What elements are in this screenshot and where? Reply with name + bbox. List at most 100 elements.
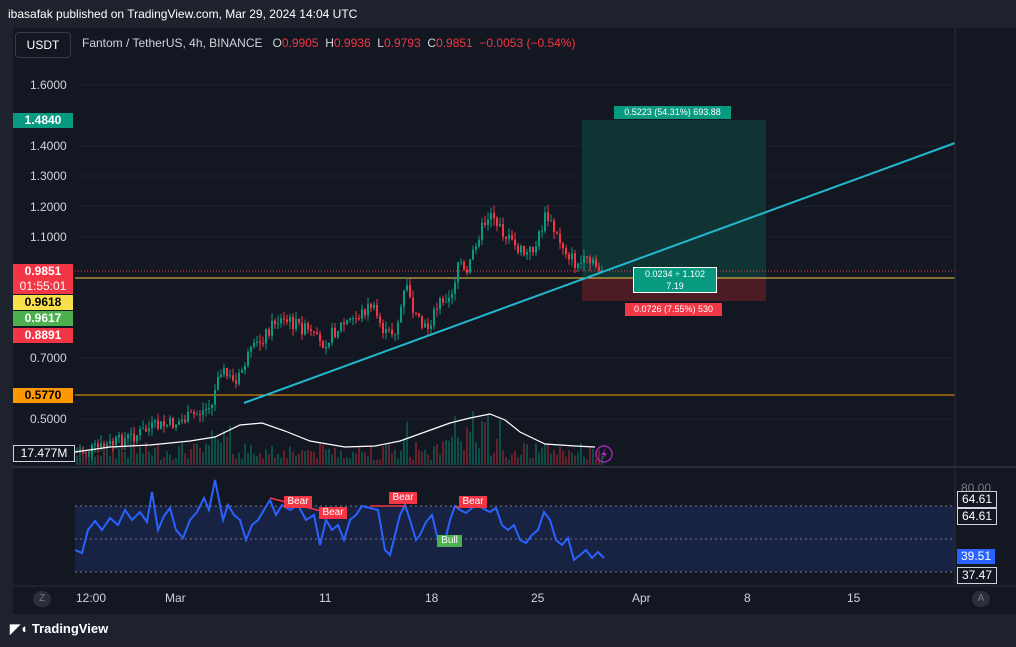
entry-label: 0.0234 ÷ 1.102 7.19 [633,267,717,293]
price-axis-label: 1.6000 [30,78,67,92]
volume-bar [181,443,183,465]
volume-bar [601,455,603,465]
candle-body [208,407,210,410]
volume-bar [478,448,480,465]
volume-bar [442,441,444,465]
time-axis-label: 25 [531,591,545,605]
candle-body [130,433,132,435]
loss-label: 0.0726 (7.55%) 530 [625,303,722,316]
volume-bar [556,454,558,465]
volume-bar [175,458,177,465]
volume-bar [112,448,114,465]
candle-body [418,313,420,317]
candle-body [163,421,165,426]
volume-bar [169,454,171,465]
volume-bar [202,452,204,465]
candle-body [166,424,168,426]
candle-body [493,213,495,218]
volume-bar [172,459,174,465]
volume-bar [577,452,579,465]
candle-body [343,322,345,325]
currency-button[interactable]: USDT [15,32,71,58]
volume-bar [103,446,105,465]
candle-body [151,422,153,429]
volume-bar [565,456,567,465]
volume-bar [88,451,90,465]
flash-icon[interactable] [595,445,613,463]
candle-body [205,409,207,411]
candle-body [244,365,246,371]
price-axis-label: 1.1000 [30,230,67,244]
volume-bar [340,451,342,465]
volume-bar [247,452,249,465]
volume-bar [226,436,228,465]
red-price-tag: 0.8891 [13,328,73,343]
candle-body [556,232,558,234]
candle-body [532,247,534,253]
candle-body [523,245,525,255]
candle-body [217,377,219,391]
candle-body [397,322,399,335]
volume-bar [232,453,234,465]
volume-bar [487,413,489,465]
volume-bar [223,430,225,465]
volume-bar [547,443,549,465]
candle-body [169,418,171,425]
volume-bar [121,451,123,465]
auto-scale-icon[interactable]: A [972,591,990,607]
candle-body [433,308,435,326]
profit-zone [582,120,766,278]
candle-body [472,249,474,260]
volume-bar [265,449,267,465]
high-value: 0.9936 [333,36,371,50]
timezone-icon[interactable]: Z [33,591,51,607]
volume-bar [445,440,447,465]
volume-bar [250,444,252,465]
candle-body [463,261,465,270]
volume-bar [235,458,237,465]
candle-body [142,428,144,430]
volume-bar [271,445,273,465]
candle-body [565,248,567,255]
volume-bar [145,442,147,465]
candle-body [214,390,216,405]
volume-bar [277,453,279,465]
volume-bar [424,449,426,465]
candle-body [286,319,288,322]
candle-body [139,428,141,436]
candle-body [409,284,411,298]
volume-bar [349,458,351,465]
candle-body [403,290,405,307]
candle-body [181,419,183,422]
candle-body [589,257,591,264]
volume-bar [166,451,168,465]
volume-bar [400,450,402,465]
candle-body [232,375,234,381]
volume-bar [283,450,285,465]
candle-body [577,263,579,269]
volume-bar [262,458,264,465]
volume-bar [238,452,240,465]
candle-body [202,410,204,415]
candle-body [379,316,381,323]
candle-body [445,301,447,303]
volume-bar [580,443,582,465]
candle-body [271,320,273,336]
candle-body [544,212,546,232]
candle-body [358,318,360,320]
volume-bar [568,450,570,465]
volume-bar [313,451,315,465]
candle-body [178,421,180,425]
change-value: −0.0053 (−0.54%) [479,36,576,50]
candle-body [538,231,540,247]
candle-body [121,435,123,447]
volume-bar [157,445,159,465]
candle-body [421,316,423,328]
volume-bar [259,453,261,465]
volume-bar [163,457,165,465]
candle-body [94,443,96,445]
candle-body [88,452,90,454]
candle-body [100,443,102,448]
bar-countdown: 01:55:01 [13,279,73,294]
candle-body [184,419,186,423]
